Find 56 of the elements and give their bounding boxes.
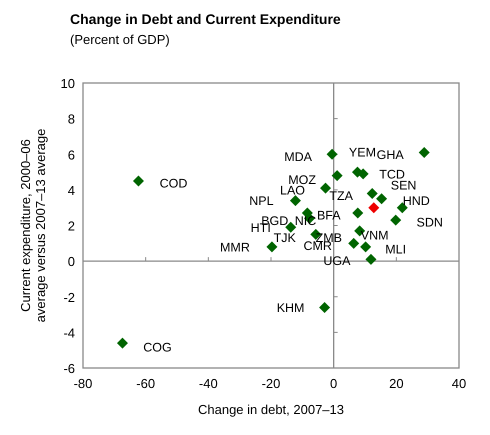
annotation: NPL: [249, 194, 274, 208]
annotation: TJK: [274, 230, 297, 245]
point: [290, 195, 301, 206]
point: [376, 193, 388, 204]
point: [358, 168, 369, 180]
y-axis-title: Current expenditure, 2000–06 average versus 2007–13 average: [18, 128, 48, 322]
y-tick-label: 2: [68, 218, 75, 234]
annotation: HND: [402, 194, 430, 208]
point: [368, 202, 380, 214]
annotation: GHA: [376, 148, 404, 162]
point: [348, 238, 360, 249]
point: [266, 241, 278, 252]
point: [116, 338, 128, 349]
annotation: MLI: [385, 242, 406, 256]
annotation: BFA: [316, 208, 342, 223]
annotation: LAO: [280, 184, 306, 198]
point: [390, 214, 402, 226]
x-tick-label: 0: [330, 376, 338, 391]
annotation: SDN: [416, 216, 443, 230]
y-tick-label: -6: [63, 361, 75, 376]
x-tick-label: 20: [389, 376, 404, 391]
y-tick-label: 10: [60, 76, 75, 91]
point: [132, 175, 144, 186]
x-tick-label: -20: [262, 376, 280, 391]
chart-title: Change in Debt and Current Expenditure: [70, 11, 341, 27]
annotation: KHM: [276, 300, 304, 315]
y-tick-label: -2: [63, 290, 75, 305]
annotation: TZA: [329, 188, 354, 203]
x-tick-label: -80: [74, 376, 92, 391]
annotation: NIC: [294, 214, 316, 228]
point: [332, 170, 343, 182]
point: [366, 188, 378, 199]
y-tick-label: 0: [68, 254, 75, 270]
y-tick-label: 8: [68, 112, 75, 127]
point: [326, 148, 338, 160]
annotation: COD: [160, 176, 188, 190]
annotation: YEM: [348, 146, 376, 160]
annotation: MMR: [220, 240, 250, 254]
point: [365, 254, 376, 265]
point: [360, 241, 372, 252]
annotation: MDA: [284, 150, 313, 164]
point: [352, 208, 364, 219]
annotation: COG: [143, 340, 172, 355]
annotation: UGA: [323, 254, 352, 268]
x-axis-title: Change in debt, 2007–13: [198, 402, 344, 417]
x-tick-label: 40: [452, 376, 466, 391]
chart-subtitle: (Percent of GDP): [70, 32, 170, 47]
x-tick-label: -60: [136, 376, 156, 391]
y-tick-label: -4: [63, 325, 75, 340]
y-tick-label: 6: [68, 147, 75, 162]
point: [319, 302, 330, 313]
y-tick-label: 4: [68, 182, 75, 198]
point: [418, 146, 430, 158]
x-tick-label: -40: [198, 376, 218, 391]
point: [320, 182, 332, 194]
annotation: VNM: [360, 228, 389, 242]
